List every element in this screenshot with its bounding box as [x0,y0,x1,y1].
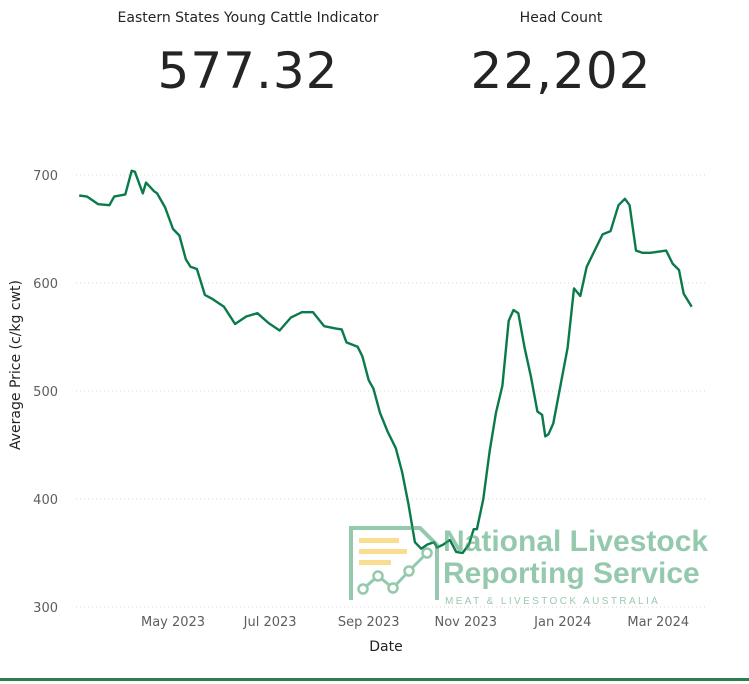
x-tick-label: Jul 2023 [243,615,297,630]
y-tick-label: 700 [33,169,58,184]
y-axis-ticks: 300 400 500 600 700 [33,169,58,616]
indicator-kpi-value: 577.32 [157,42,339,100]
head-count-kpi-value: 22,202 [470,42,652,100]
x-axis-ticks: May 2023 Jul 2023 Sep 2023 Nov 2023 Jan 2024… [141,615,689,630]
x-tick-label: Sep 2023 [338,615,400,630]
indicator-kpi-label: Eastern States Young Cattle Indicator [117,10,379,26]
watermark-line3: MEAT & LIVESTOCK AUSTRALIA [445,596,660,607]
watermark-line1: National Livestock [443,525,708,558]
y-axis-title: Average Price (c/kg cwt) [8,280,24,450]
x-tick-label: Jan 2024 [533,615,591,630]
x-tick-label: Mar 2024 [627,615,689,630]
y-tick-label: 400 [33,493,58,508]
nlrs-watermark: National Livestock Reporting Service MEA… [349,525,708,607]
y-tick-label: 300 [33,601,58,616]
watermark-line2: Reporting Service [443,557,700,590]
x-tick-label: May 2023 [141,615,205,630]
y-tick-label: 600 [33,277,58,292]
indicator-kpi-card: Eastern States Young Cattle Indicator 57… [98,0,398,100]
x-axis-title: Date [369,639,402,655]
series-line[interactable] [79,169,693,555]
head-count-kpi-card: Head Count 22,202 [411,0,711,100]
gridlines [76,174,706,608]
head-count-kpi-label: Head Count [519,10,603,26]
y-tick-label: 500 [33,385,58,400]
bottom-divider [0,678,749,681]
nlrs-logo-icon [349,526,439,600]
x-tick-label: Nov 2023 [434,615,497,630]
